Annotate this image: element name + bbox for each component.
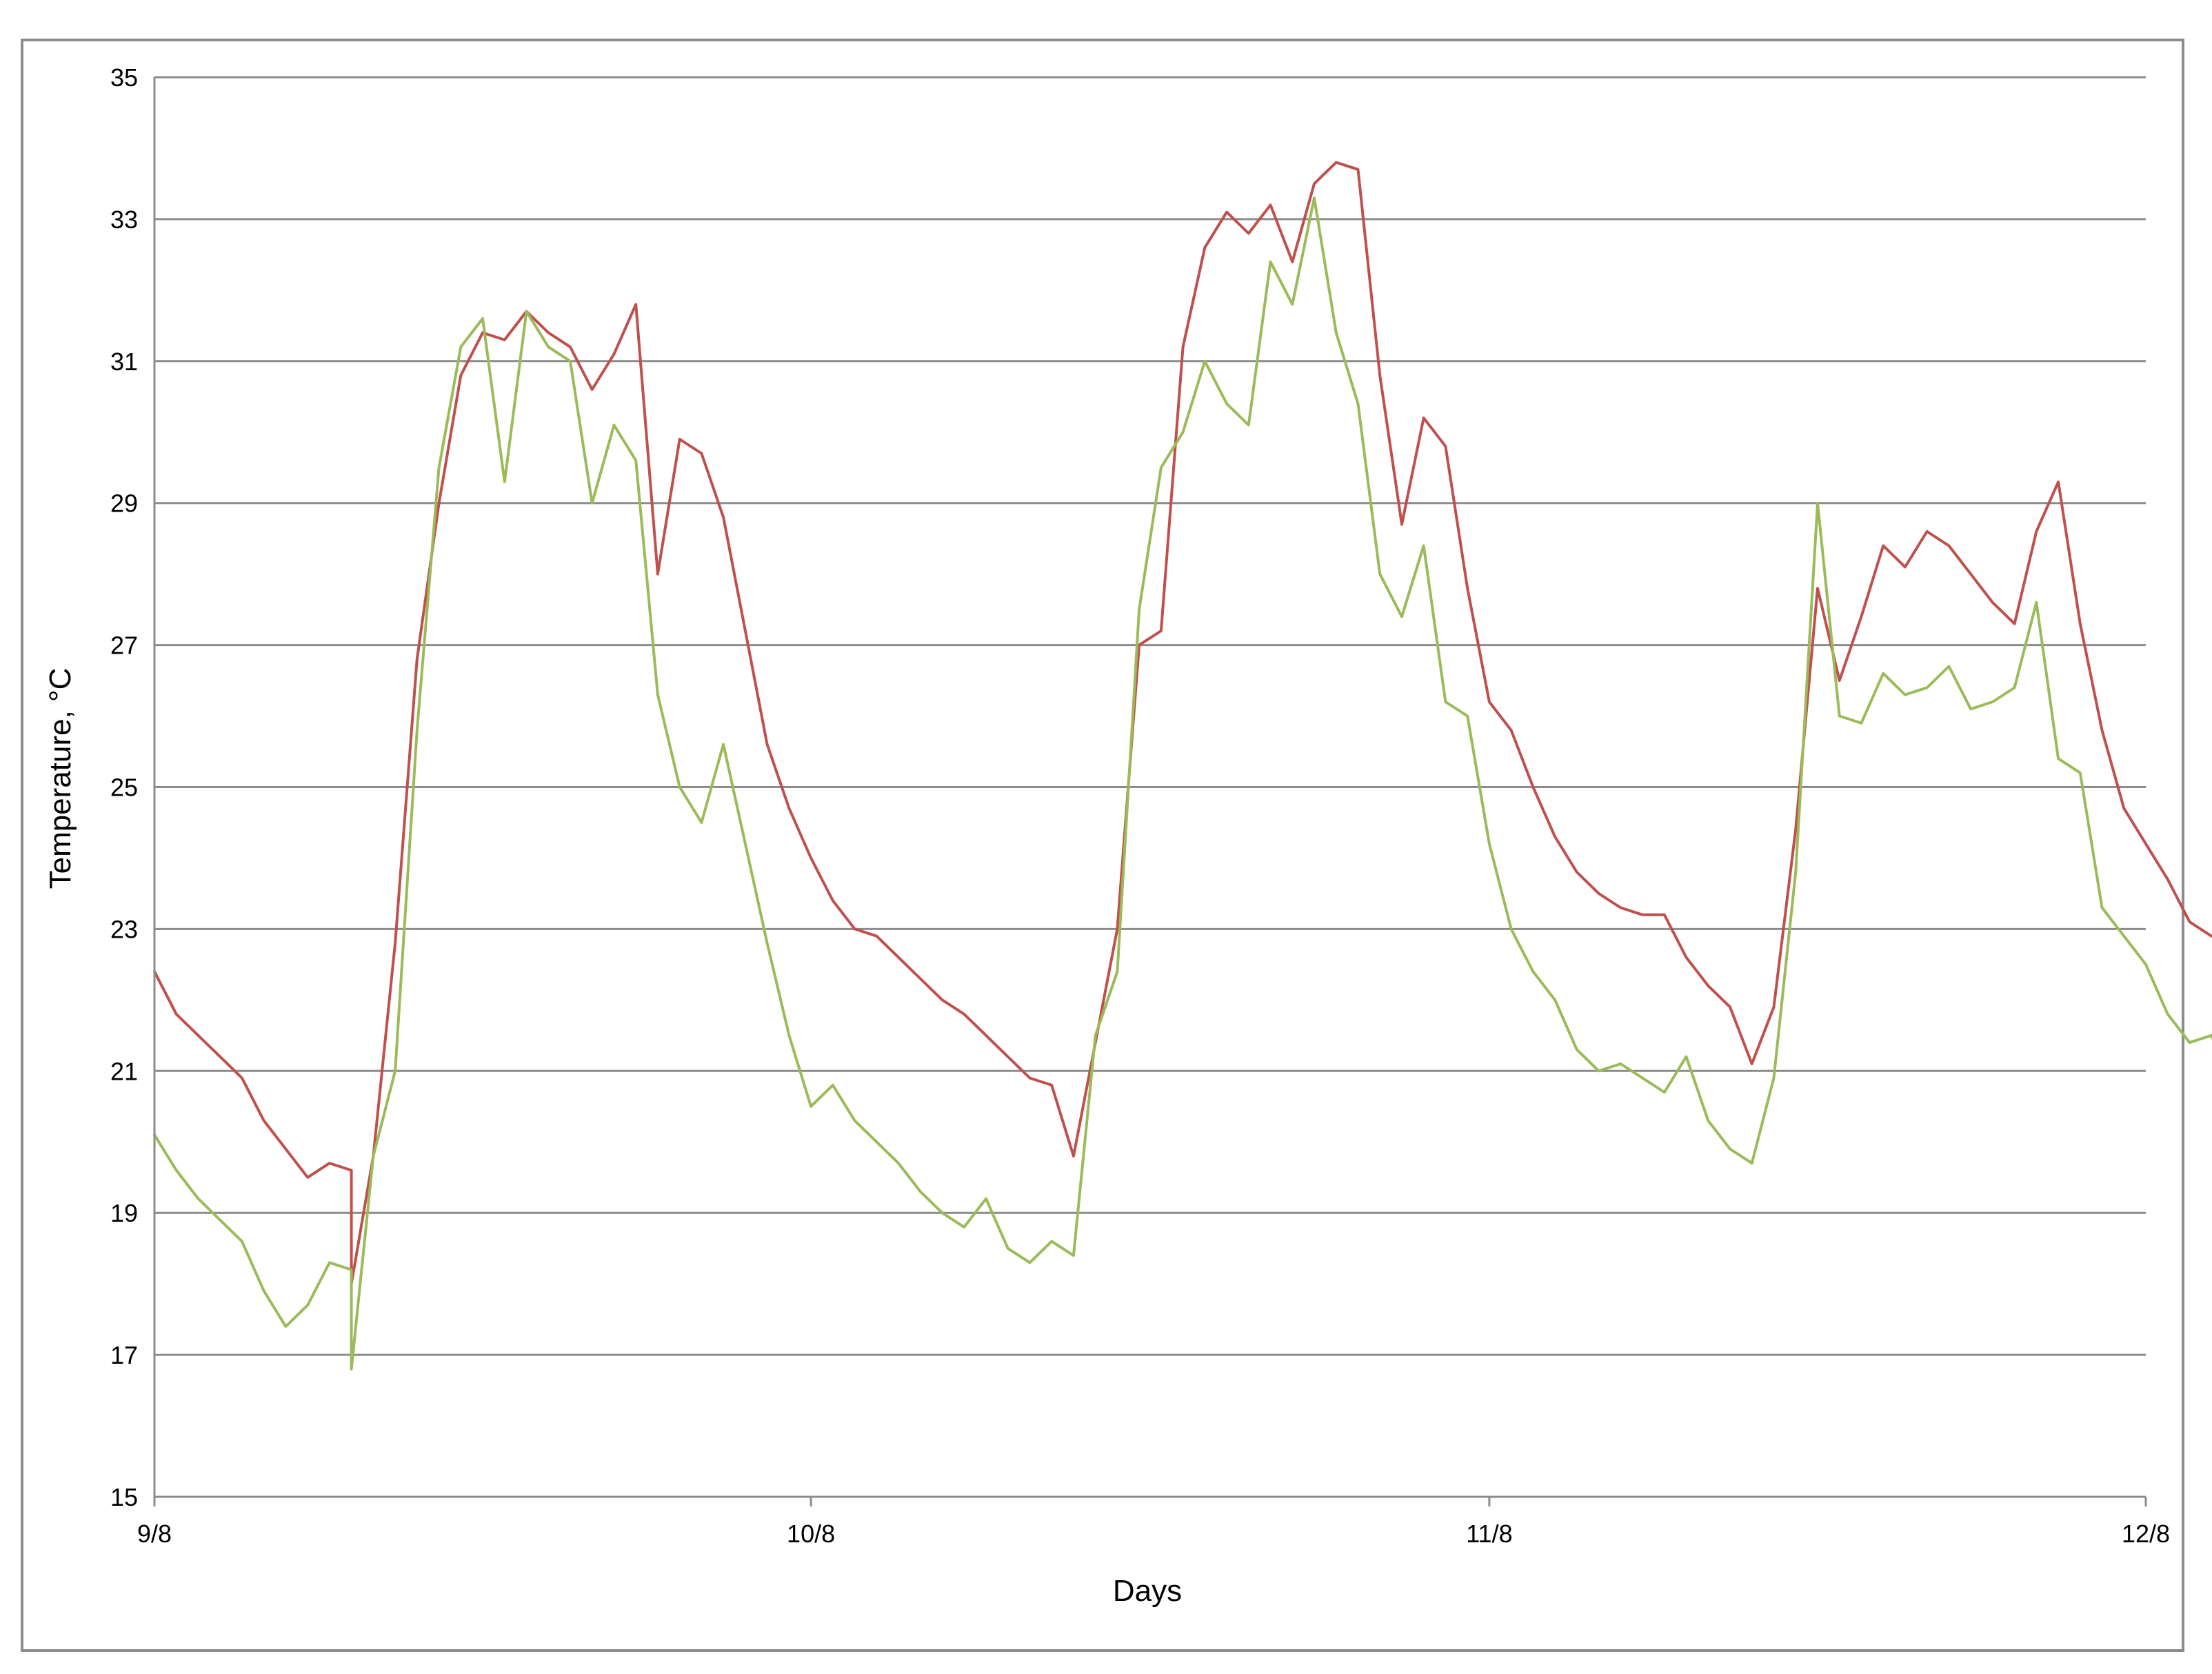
series-line-2 bbox=[153, 196, 2212, 1371]
x-tick-label: 12/8 bbox=[2122, 1520, 2170, 1548]
y-tick-label: 35 bbox=[110, 63, 138, 92]
y-tick-label: 21 bbox=[110, 1057, 138, 1085]
x-tick-label: 10/8 bbox=[787, 1520, 835, 1548]
x-axis-title: Days bbox=[1113, 1574, 1182, 1608]
x-tick-label: 11/8 bbox=[1466, 1520, 1512, 1548]
y-tick-label: 17 bbox=[110, 1341, 138, 1369]
y-tick-label: 31 bbox=[110, 347, 138, 376]
tick-labels: 15 17 19 21 23 25 27 29 31 33 35 9/8 10/8 11/8 12/8 bbox=[110, 63, 2170, 1548]
y-tick-label: 25 bbox=[110, 774, 138, 802]
x-tick-label: 9/8 bbox=[137, 1520, 172, 1548]
y-axis-title: Temperature, °C bbox=[43, 668, 77, 889]
y-tick-label: 19 bbox=[110, 1199, 138, 1227]
series-line-1 bbox=[153, 161, 2212, 1286]
y-tick-label: 15 bbox=[110, 1483, 138, 1511]
y-tick-label: 23 bbox=[110, 915, 138, 943]
y-tick-label: 29 bbox=[110, 490, 138, 518]
chart-frame bbox=[21, 39, 2184, 1652]
y-tick-label: 33 bbox=[110, 205, 138, 234]
axes bbox=[153, 77, 2147, 1506]
y-tick-label: 27 bbox=[110, 632, 138, 660]
series-lines bbox=[153, 161, 2212, 1371]
grid-lines bbox=[154, 76, 2146, 1356]
